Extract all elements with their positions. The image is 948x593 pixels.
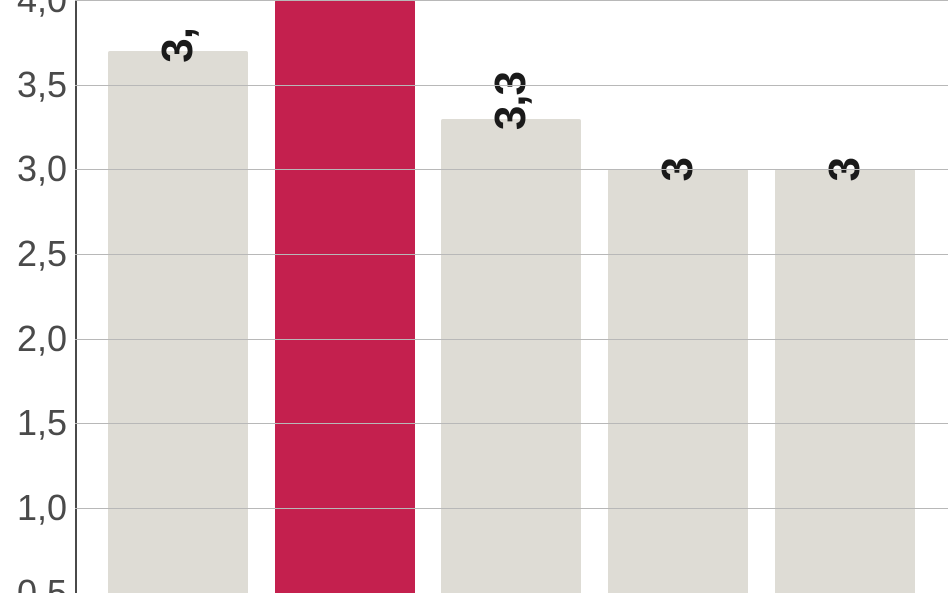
gridline	[75, 423, 948, 424]
y-tick-label: 1,0	[17, 487, 67, 529]
gridline	[75, 508, 948, 509]
y-tick-label: 2,5	[17, 233, 67, 275]
gridline	[75, 0, 948, 1]
bar-value-label: 3,3	[486, 72, 536, 130]
bar-chart: 4,0 3,5 3,0 2,5 2,0 1,5 1,0 0,5 3, 3,3 33	[0, 0, 948, 593]
y-tick-label: 0,5	[17, 572, 67, 593]
y-tick-label: 3,0	[17, 148, 67, 190]
bar-slot	[275, 0, 415, 593]
bar-slot: 3,	[108, 0, 248, 593]
bar-slot: 3,3	[441, 0, 581, 593]
gridline	[75, 85, 948, 86]
y-tick-label: 1,5	[17, 402, 67, 444]
bar	[775, 169, 915, 593]
bar	[275, 0, 415, 593]
bar-slot: 3	[608, 0, 748, 593]
plot-area: 3, 3,3 33	[75, 0, 948, 593]
y-tick-label: 3,5	[17, 64, 67, 106]
bar-value-label: 3,	[153, 28, 203, 63]
bar	[108, 51, 248, 593]
y-tick-label: 2,0	[17, 318, 67, 360]
bar	[441, 119, 581, 593]
bar	[608, 169, 748, 593]
y-tick-label: 4,0	[17, 0, 67, 21]
bars-group: 3, 3,3 33	[75, 0, 948, 593]
gridline	[75, 169, 948, 170]
gridline	[75, 339, 948, 340]
bar-slot: 3	[775, 0, 915, 593]
y-axis: 4,0 3,5 3,0 2,5 2,0 1,5 1,0 0,5	[0, 0, 75, 593]
gridline	[75, 254, 948, 255]
